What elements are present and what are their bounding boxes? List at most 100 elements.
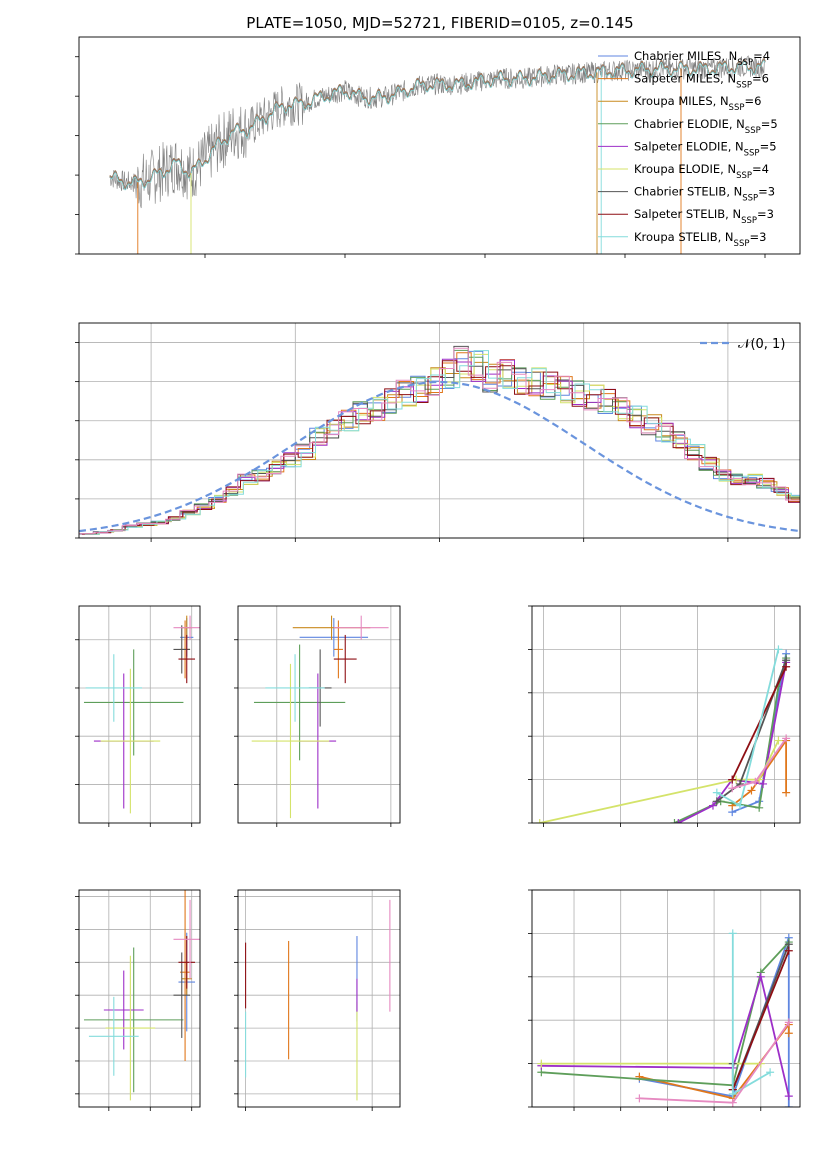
plot-area: [79, 345, 800, 535]
legend-subscript: SSP: [734, 239, 750, 249]
legend-count: =4: [752, 162, 769, 176]
legend-subscript: SSP: [741, 216, 757, 226]
mass-weight-marker: [674, 819, 683, 823]
legend-count: =3: [758, 185, 775, 199]
mass-weight-marker: [635, 1094, 644, 1103]
legend-count: =6: [752, 72, 769, 86]
grid: [79, 323, 800, 539]
legend-text: Salpeter MILES, N: [634, 72, 736, 86]
mass-weight-marker: [728, 929, 737, 938]
axes-frame: [531, 889, 801, 1108]
mass-weight-marker: [782, 734, 791, 743]
mass-weight-marker: [708, 801, 717, 810]
mass-weight-marker: [784, 1092, 793, 1101]
mass-weight-line: [731, 950, 790, 1090]
weight-vs-metallicity-panel: [528, 889, 801, 1111]
legend-text: Chabrier STELIB, N: [634, 185, 742, 199]
axes-frame: [78, 605, 201, 824]
mass-weight-line: [541, 973, 790, 1097]
plot-area: [245, 899, 391, 1101]
legend-count: =5: [760, 139, 777, 153]
legend-entry: Chabrier STELIB, NSSP=3: [634, 185, 775, 204]
figure-title: PLATE=1050, MJD=52721, FIBERID=0105, z=0…: [246, 14, 633, 32]
grid: [238, 890, 400, 1107]
residual-histogram-step: [79, 350, 800, 535]
legend-text: Kroupa MILES, N: [634, 94, 729, 108]
legend-text: Chabrier ELODIE, N: [634, 117, 745, 131]
age-vs-mass-panel: [234, 605, 401, 827]
residual-histogram-step: [79, 345, 800, 535]
mass-weight-marker: [784, 1018, 793, 1027]
plot-area: [83, 890, 200, 1101]
mass-weight-marker: [670, 819, 679, 823]
legend-text: Salpeter ELODIE, N: [634, 139, 744, 153]
mass-weight-marker: [751, 777, 760, 786]
legend-count: =3: [757, 207, 774, 221]
legend-count: =5: [761, 117, 778, 131]
legend-label: 𝒩(0, 1): [738, 337, 785, 352]
legend-entry: Kroupa STELIB, NSSP=3: [634, 230, 766, 249]
legend-entry: Salpeter ELODIE, NSSP=5: [634, 139, 777, 158]
plot-area: [535, 645, 791, 823]
legend-subscript: SSP: [729, 103, 745, 113]
legend-count: =6: [744, 94, 761, 108]
residual-histogram-step: [81, 360, 800, 535]
legend-text: Chabrier MILES, N: [634, 49, 737, 63]
mass-weight-marker: [735, 801, 744, 810]
weight-vs-age-panel: [528, 605, 801, 827]
legend-entry: Kroupa ELODIE, NSSP=4: [634, 162, 769, 181]
axes-frame: [78, 889, 201, 1108]
axes-frame: [237, 605, 401, 824]
plot-area: [83, 615, 200, 814]
mass-weight-marker: [728, 1089, 737, 1098]
mass-weight-marker: [782, 788, 791, 797]
legend-entry: Kroupa MILES, NSSP=6: [634, 94, 761, 113]
legend-subscript: SSP: [736, 81, 752, 91]
legend-entry: Salpeter MILES, NSSP=6: [634, 72, 769, 91]
mass-vs-metallicity-panel: [75, 889, 201, 1111]
mass-weight-marker: [766, 1068, 775, 1077]
legend-text: Kroupa STELIB, N: [634, 230, 734, 244]
legend-entry: Chabrier MILES, NSSP=4: [634, 49, 770, 68]
legend-text: Salpeter STELIB, N: [634, 207, 741, 221]
legend-entry: Chabrier ELODIE, NSSP=5: [634, 117, 778, 136]
residuals-panel: 𝒩(0, 1): [75, 322, 801, 542]
grid: [532, 605, 800, 824]
mass-weight-marker: [784, 1029, 793, 1038]
residual-histogram-step: [79, 347, 800, 535]
legend-subscript: SSP: [742, 194, 758, 204]
mass-weight-marker: [712, 797, 721, 806]
legend-subscript: SSP: [737, 58, 753, 68]
mass-weight-marker: [535, 819, 544, 823]
mass-weight-marker: [747, 786, 756, 795]
mass-weight-marker: [774, 736, 783, 745]
mass-weight-marker: [784, 1103, 793, 1107]
plot-area: [537, 929, 793, 1107]
mass-weight-marker: [774, 645, 783, 654]
age-vs-metallicity-panel: [75, 605, 201, 827]
mass-weight-marker: [759, 779, 768, 788]
plot-area: [251, 615, 389, 819]
axes-frame: [531, 605, 801, 824]
grid: [79, 606, 200, 823]
legend-count: =3: [749, 230, 766, 244]
mass-weight-marker: [728, 775, 737, 784]
legend-subscript: SSP: [736, 171, 752, 181]
legend-text: Kroupa ELODIE, N: [634, 162, 736, 176]
mass-vs-extinction-panel: [234, 889, 401, 1111]
axes-frame: [78, 322, 801, 539]
legend-count: =4: [753, 49, 770, 63]
mass-weight-marker: [756, 972, 765, 981]
mass-weight-line: [731, 666, 787, 780]
mass-weight-marker: [728, 1098, 737, 1107]
mass-weight-marker: [782, 662, 791, 671]
grid: [238, 606, 400, 823]
model-spectrum-line: [109, 60, 766, 191]
mass-weight-marker: [755, 803, 764, 812]
legend-subscript: SSP: [745, 126, 761, 136]
axes-frame: [237, 889, 401, 1108]
mass-weight-marker: [537, 1059, 546, 1068]
